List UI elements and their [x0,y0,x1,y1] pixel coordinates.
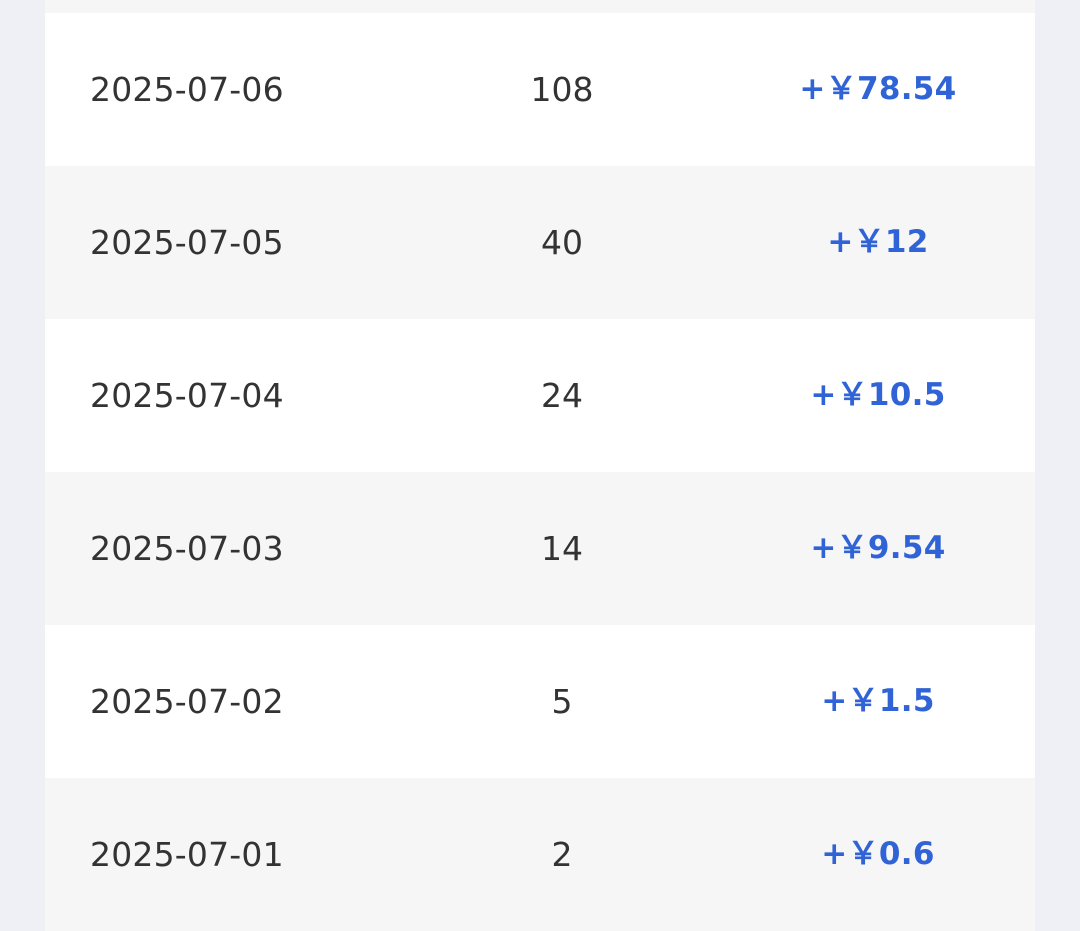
row-count: 14 [541,529,583,568]
table-row: 2025-07-05 40 +￥12 [45,166,1035,319]
table-row: 2025-07-06 108 +￥78.54 [45,13,1035,166]
row-amount: +￥10.5 [810,377,946,413]
row-date: 2025-07-03 [90,529,284,568]
row-date: 2025-07-02 [90,682,284,721]
row-count: 5 [551,682,573,721]
row-date: 2025-07-05 [90,223,284,262]
table-top-strip [45,0,1035,12]
table-row: 2025-07-04 24 +￥10.5 [45,319,1035,472]
row-amount: +￥0.6 [821,836,935,872]
row-date: 2025-07-06 [90,70,284,109]
row-date: 2025-07-04 [90,376,284,415]
row-amount: +￥1.5 [821,683,935,719]
row-count: 2 [551,835,573,874]
row-amount: +￥78.54 [799,71,957,107]
row-count: 108 [530,70,594,109]
table-row: 2025-07-01 2 +￥0.6 [45,778,1035,931]
table-row: 2025-07-03 14 +￥9.54 [45,472,1035,625]
row-date: 2025-07-01 [90,835,284,874]
row-amount: +￥12 [827,224,929,260]
row-amount: +￥9.54 [810,530,946,566]
row-count: 40 [541,223,583,262]
row-count: 24 [541,376,583,415]
earnings-table: 2025-07-06 108 +￥78.54 2025-07-05 40 +￥1… [45,0,1035,931]
table-row: 2025-07-02 5 +￥1.5 [45,625,1035,778]
